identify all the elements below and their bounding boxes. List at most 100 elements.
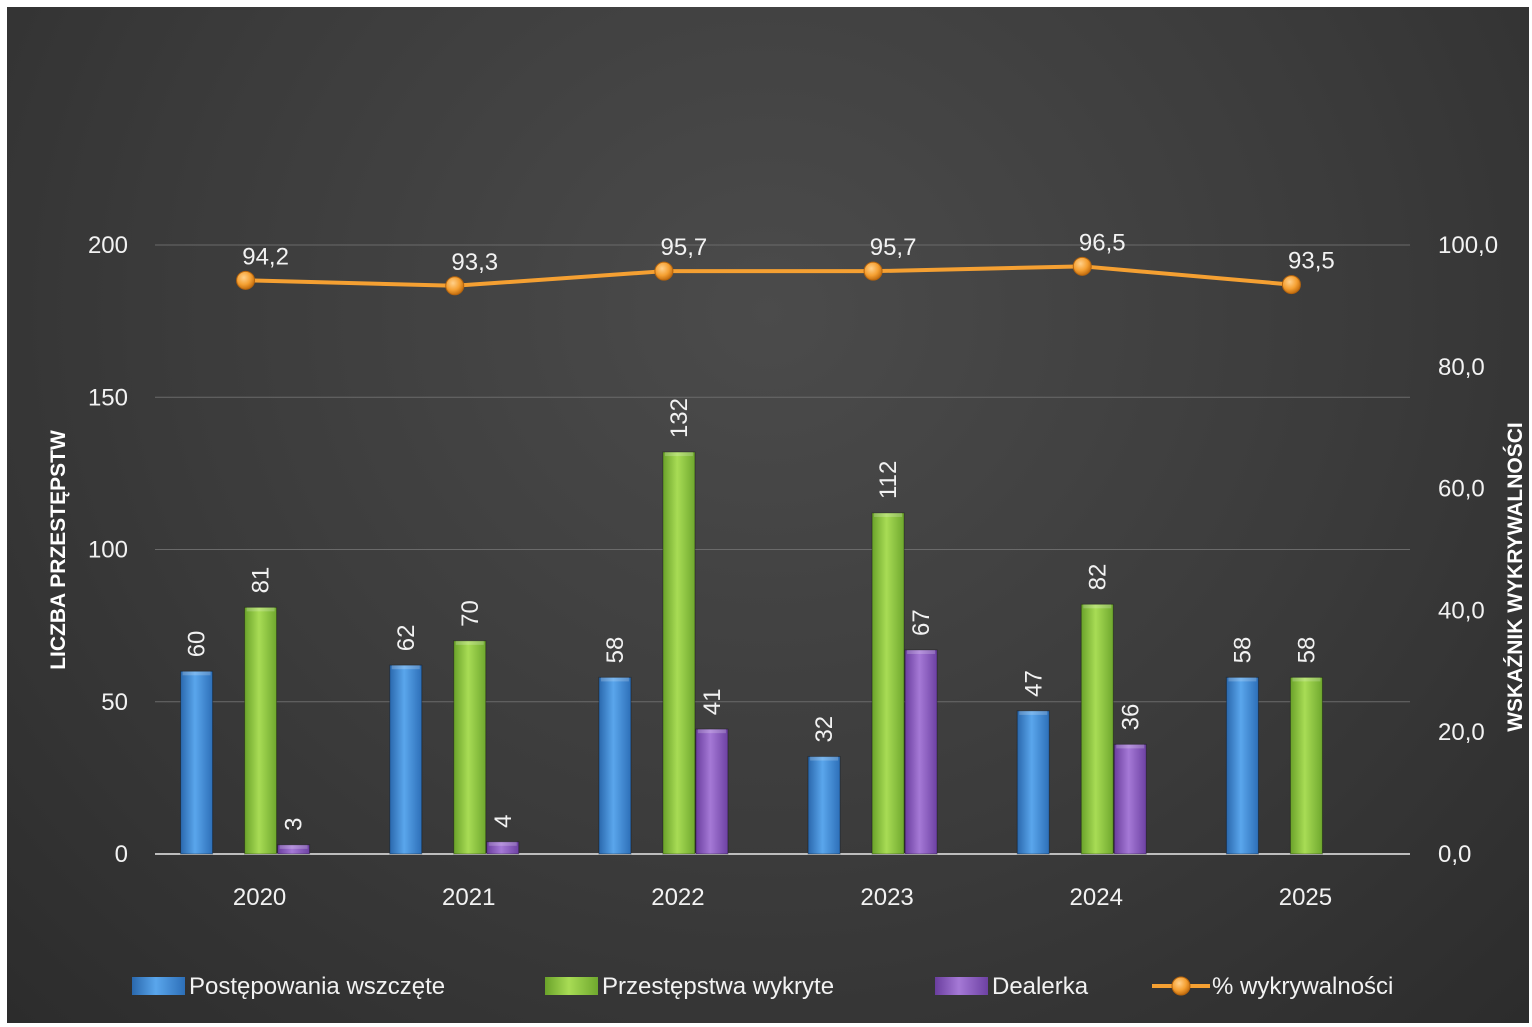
x-tick-label: 2024	[1070, 884, 1123, 911]
bar-data-label: 47	[1020, 670, 1047, 697]
bar-postepowania-highlight	[1228, 677, 1257, 682]
bar-data-label: 41	[699, 688, 726, 715]
bar-data-label: 60	[184, 631, 211, 658]
bar-przestepstwa-highlight	[455, 640, 484, 645]
bar-data-label: 32	[811, 716, 838, 743]
y-tick-right: 20,0	[1438, 719, 1485, 746]
bar-przestepstwa	[871, 512, 905, 855]
gridlines	[155, 244, 1410, 855]
bar-postepowania	[1225, 676, 1259, 855]
bar-przestepstwa	[662, 451, 696, 855]
bar-przestepstwa-highlight	[1083, 604, 1112, 609]
bar-data-label: 3	[281, 818, 308, 831]
bar-dealerka-highlight	[488, 841, 517, 846]
line-series-path	[245, 264, 1292, 288]
bars	[180, 451, 1323, 855]
bar-data-label: 58	[1229, 637, 1256, 664]
bar-postepowania	[180, 670, 214, 855]
x-tick-label: 2025	[1279, 884, 1332, 911]
legend: Postępowania wszczęte Przestępstwa wykryt…	[132, 973, 1393, 1000]
axes: LICZBA PRZESTĘPSTW WSKAŹNIK WYKRYWALNOŚC…	[47, 232, 1527, 911]
legend-swatch	[132, 977, 185, 995]
bar-data-label: 81	[248, 567, 275, 594]
y-tick-left: 100	[88, 537, 128, 564]
line-marker	[1281, 275, 1301, 295]
y-tick-left: 150	[88, 384, 128, 411]
y-tick-left: 50	[101, 689, 128, 716]
bar-postepowania-highlight	[391, 665, 420, 670]
bar-przestepstwa-highlight	[874, 512, 903, 517]
y-tick-right: 60,0	[1438, 476, 1485, 503]
line-marker	[863, 261, 883, 281]
y-tick-left: 200	[88, 232, 128, 259]
bar-postepowania-highlight	[600, 677, 629, 682]
bar-dealerka-highlight	[697, 729, 726, 734]
y-tick-right: 0,0	[1438, 841, 1471, 868]
line-data-label: 95,7	[870, 234, 917, 261]
y-tick-right: 40,0	[1438, 597, 1485, 624]
legend-label: Przestępstwa wykryte	[602, 973, 834, 1000]
bar-przestepstwa	[1289, 676, 1323, 855]
bar-postepowania	[807, 756, 841, 855]
legend-label: Postępowania wszczęte	[189, 973, 445, 1000]
bar-dealerka-highlight	[279, 844, 308, 849]
legend-item: Postępowania wszczęte	[132, 973, 445, 1000]
legend-item: % wykrywalności	[1152, 973, 1393, 1000]
bar-data-label: 82	[1084, 564, 1111, 591]
bar-przestepstwa-highlight	[664, 452, 693, 457]
bar-postepowania	[598, 676, 632, 855]
bar-przestepstwa	[244, 606, 278, 855]
line-data-label: 93,3	[451, 249, 498, 276]
bar-data-label: 67	[908, 609, 935, 636]
bar-dealerka	[486, 841, 520, 855]
bar-data-label: 112	[875, 461, 902, 499]
y-axis-right-title: WSKAŹNIK WYKRYWALNOŚCI	[1503, 422, 1527, 732]
bar-przestepstwa-highlight	[1292, 677, 1321, 682]
line-marker	[236, 270, 256, 290]
bar-data-label: 58	[602, 637, 629, 664]
bar-data-label: 70	[457, 600, 484, 627]
bar-przestepstwa	[1080, 603, 1114, 855]
x-tick-label: 2022	[651, 884, 704, 911]
legend-label: Dealerka	[992, 973, 1089, 1000]
detection-rate-line	[236, 256, 1301, 296]
legend-marker	[1171, 976, 1191, 996]
x-tick-label: 2021	[442, 884, 495, 911]
bar-postepowania	[1016, 710, 1050, 855]
bar-postepowania-highlight	[1019, 710, 1048, 715]
bar-dealerka	[904, 649, 938, 855]
legend-swatch	[545, 977, 598, 995]
line-marker	[1072, 256, 1092, 276]
bar-dealerka-highlight	[1116, 744, 1145, 749]
bar-dealerka-highlight	[907, 649, 936, 654]
bar-data-label: 58	[1293, 637, 1320, 664]
bar-postepowania-highlight	[810, 756, 839, 761]
bar-data-label: 62	[393, 625, 420, 652]
bar-dealerka	[695, 728, 729, 855]
x-tick-label: 2020	[233, 884, 286, 911]
legend-label: % wykrywalności	[1212, 973, 1393, 1000]
line-marker	[445, 276, 465, 296]
bar-data-label: 36	[1117, 704, 1144, 731]
bar-dealerka	[1113, 743, 1147, 855]
y-axis-left-title: LICZBA PRZESTĘPSTW	[47, 430, 70, 670]
line-data-label: 93,5	[1288, 248, 1335, 275]
bar-postepowania-highlight	[182, 671, 211, 676]
line-data-label: 94,2	[242, 243, 289, 270]
line-data-label: 95,7	[661, 234, 708, 261]
legend-item: Przestępstwa wykryte	[545, 973, 834, 1000]
bar-data-label: 4	[490, 814, 517, 827]
legend-item: Dealerka	[935, 973, 1089, 1000]
bar-przestepstwa-highlight	[246, 607, 275, 612]
y-tick-right: 80,0	[1438, 354, 1485, 381]
y-tick-right: 100,0	[1438, 232, 1498, 259]
bar-data-label: 132	[666, 398, 693, 438]
x-tick-label: 2023	[860, 884, 913, 911]
bar-postepowania	[389, 664, 423, 855]
y-tick-left: 0	[115, 841, 128, 868]
legend-swatch	[935, 977, 988, 995]
bar-przestepstwa	[453, 640, 487, 855]
line-marker	[654, 261, 674, 281]
